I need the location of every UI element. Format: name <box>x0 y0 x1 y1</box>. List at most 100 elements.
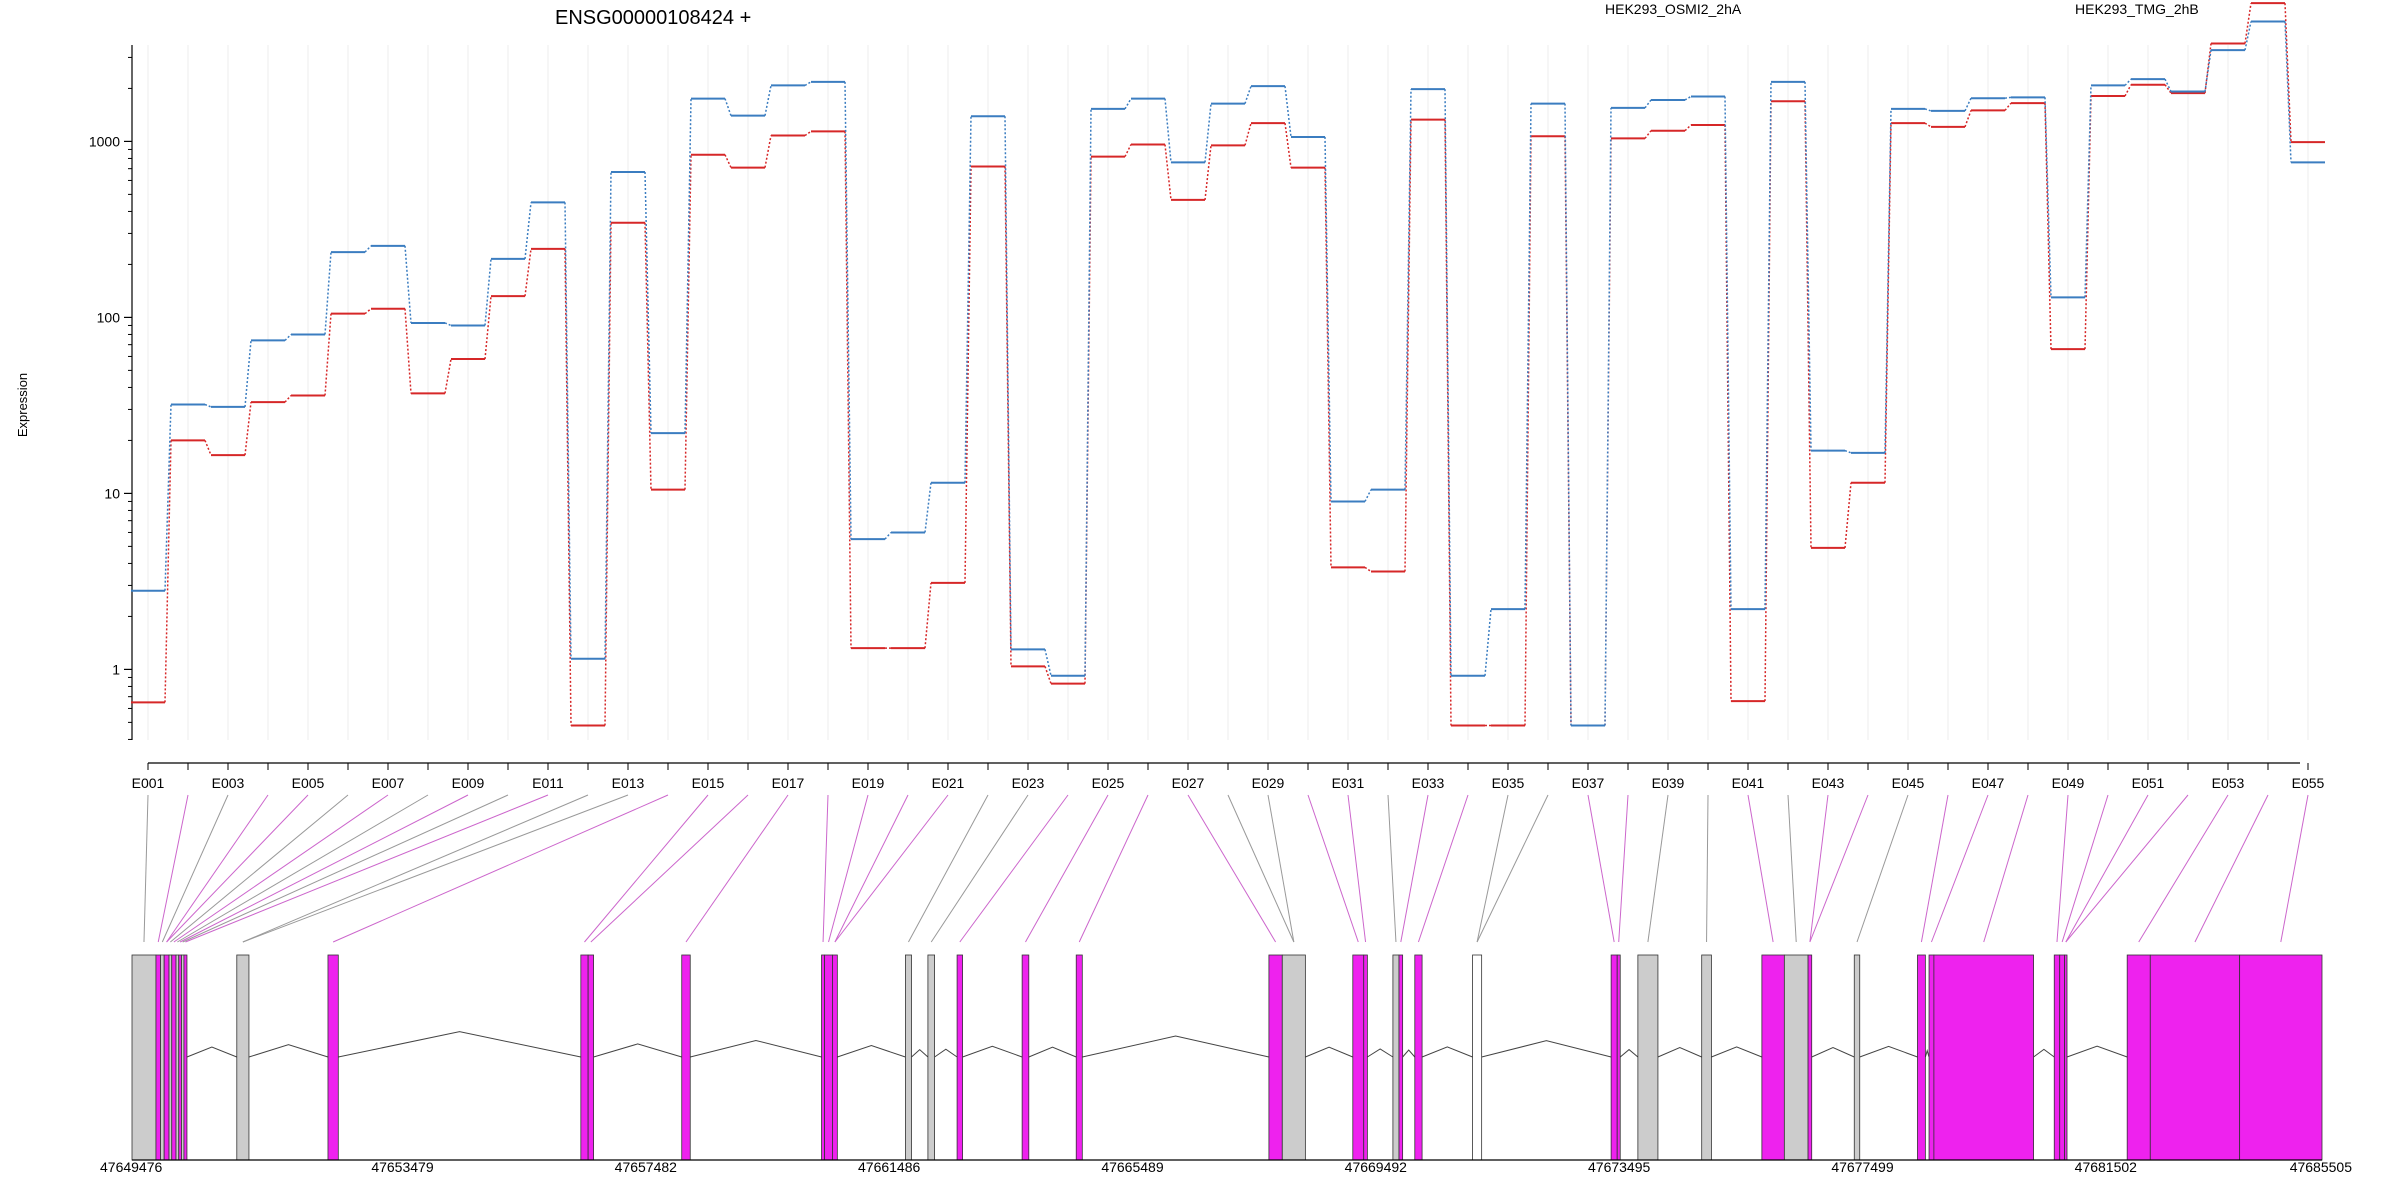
series-connector <box>1324 136 1332 502</box>
x-tick-label: E043 <box>1812 775 1845 791</box>
series-connector <box>844 81 852 540</box>
intron-line <box>1924 1048 1930 1058</box>
series-connector <box>2204 50 2212 92</box>
series-connector <box>924 582 932 649</box>
exon-block <box>168 954 173 1161</box>
bin-grid <box>147 45 2309 740</box>
legend-series-b: HEK293_TMG_2hB <box>2075 1 2199 17</box>
series-connector <box>1524 103 1532 610</box>
intron-line <box>962 1045 1023 1058</box>
exon-connector <box>161 794 229 943</box>
y-axis: 1 10 100 1000 <box>89 45 2300 764</box>
exon-connector <box>166 794 269 943</box>
y-tick-label: 100 <box>97 309 121 325</box>
x-tick-label: E033 <box>1412 775 1445 791</box>
y-axis-label: Expression <box>15 373 30 437</box>
coordinate-label: 47685505 <box>2290 1159 2353 1175</box>
series-connector <box>484 258 492 326</box>
intron-line <box>1082 1035 1270 1058</box>
exon-block <box>131 954 157 1161</box>
gene-model <box>131 954 2323 1161</box>
exon-block <box>2053 954 2061 1161</box>
exon-block <box>1761 954 1785 1161</box>
exon-block <box>1933 954 2034 1161</box>
series-connector <box>364 308 372 315</box>
exon-connector <box>1930 794 1989 943</box>
exon-block <box>1414 954 1423 1161</box>
series-connector <box>324 252 332 335</box>
series-connector <box>204 440 212 456</box>
exon-connector <box>584 794 709 943</box>
intron-line <box>1859 1045 1918 1058</box>
series-connector <box>1404 89 1412 490</box>
series-connector <box>1764 81 1772 610</box>
series-connector <box>1084 108 1092 676</box>
exon-connector <box>908 794 989 943</box>
series-connector <box>1124 144 1132 157</box>
series-connector <box>1364 489 1372 502</box>
exon-connector <box>2065 794 2149 943</box>
x-tick-label: E005 <box>292 775 325 791</box>
intron-line <box>1421 1046 1473 1058</box>
coordinate-label: 47657482 <box>615 1159 678 1175</box>
intron-line <box>1305 1046 1353 1058</box>
exon-block <box>681 954 691 1161</box>
series-connector <box>1684 124 1692 132</box>
exon-block <box>1610 954 1618 1161</box>
exon-block <box>178 954 182 1161</box>
intron-line <box>248 1044 329 1058</box>
series-connector <box>644 222 652 490</box>
x-tick-label: E031 <box>1332 775 1365 791</box>
exon-connector <box>834 794 949 943</box>
series-connector <box>444 322 452 327</box>
exon-connector <box>173 794 389 943</box>
exon-block <box>821 954 825 1161</box>
exon-connector <box>185 794 549 943</box>
series-connector <box>1444 119 1452 726</box>
series-connector <box>1044 649 1052 676</box>
series-connector <box>484 296 492 360</box>
series-connector <box>1724 96 1732 610</box>
series-connector <box>1044 666 1052 684</box>
exon-block <box>1917 954 1926 1161</box>
intron-line <box>1367 1048 1394 1058</box>
legend-series-a: HEK293_OSMI2_2hA <box>1605 1 1742 17</box>
series-connector <box>2004 96 2012 99</box>
series-connector <box>2244 3 2252 44</box>
series-connector <box>1924 108 1932 112</box>
coordinate-label: 47661486 <box>858 1159 921 1175</box>
exon-connector <box>1587 794 1615 943</box>
exon-block <box>2149 954 2241 1161</box>
series-connector <box>884 531 892 540</box>
intron-line <box>837 1045 906 1058</box>
exon-block <box>175 954 180 1161</box>
series-connector <box>2284 3 2292 143</box>
exon-connector <box>1078 794 1149 943</box>
exon-block <box>171 954 177 1161</box>
coordinate-label: 47665489 <box>1101 1159 1164 1175</box>
series-connector <box>2044 103 2052 350</box>
series-connector <box>364 245 372 253</box>
series-connector <box>284 333 292 341</box>
exon-block <box>1392 954 1400 1161</box>
series-connector <box>284 394 292 403</box>
coordinate-label: 47673495 <box>1588 1159 1651 1175</box>
exon-block <box>160 954 165 1161</box>
x-tick-label: E007 <box>372 775 405 791</box>
intron-line <box>2033 1048 2055 1058</box>
x-tick-label: E017 <box>772 775 805 791</box>
x-tick-label: E021 <box>932 775 965 791</box>
series-connector <box>644 171 652 434</box>
exon-block <box>1807 954 1813 1161</box>
series-connector <box>2124 84 2132 97</box>
intron-line <box>1811 1047 1855 1058</box>
series-connector <box>684 154 692 490</box>
exon-block <box>1398 954 1404 1161</box>
x-tick-label: E027 <box>1172 775 1205 791</box>
exon-connector <box>1347 794 1367 943</box>
exon-connector <box>834 794 909 943</box>
exon-connector <box>1983 794 2029 943</box>
intron-line <box>1028 1046 1077 1058</box>
exon-connector <box>828 794 869 943</box>
